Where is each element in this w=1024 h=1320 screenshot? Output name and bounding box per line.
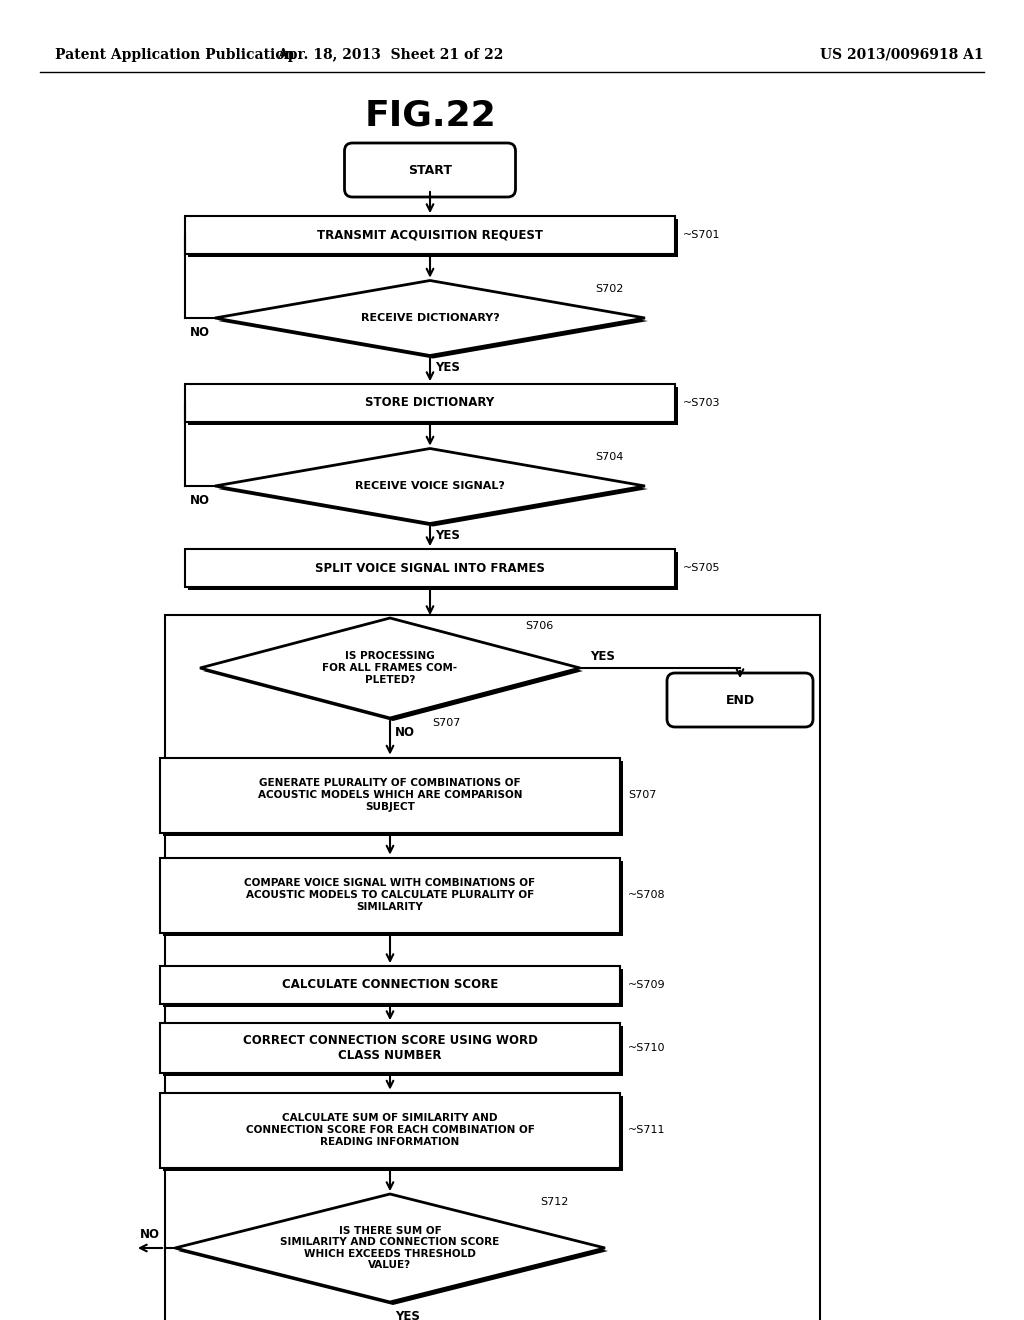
FancyBboxPatch shape bbox=[160, 858, 620, 932]
Text: S707: S707 bbox=[432, 718, 461, 729]
Text: NO: NO bbox=[190, 326, 210, 339]
Text: GENERATE PLURALITY OF COMBINATIONS OF
ACOUSTIC MODELS WHICH ARE COMPARISON
SUBJE: GENERATE PLURALITY OF COMBINATIONS OF AC… bbox=[258, 779, 522, 812]
Polygon shape bbox=[215, 449, 645, 524]
Text: S707: S707 bbox=[628, 789, 656, 800]
FancyBboxPatch shape bbox=[163, 1026, 623, 1076]
Text: START: START bbox=[408, 164, 452, 177]
FancyBboxPatch shape bbox=[344, 143, 515, 197]
Polygon shape bbox=[203, 620, 583, 721]
Text: CALCULATE SUM OF SIMILARITY AND
CONNECTION SCORE FOR EACH COMBINATION OF
READING: CALCULATE SUM OF SIMILARITY AND CONNECTI… bbox=[246, 1113, 535, 1147]
FancyBboxPatch shape bbox=[185, 549, 675, 587]
Text: NO: NO bbox=[140, 1228, 160, 1241]
Polygon shape bbox=[218, 451, 648, 527]
FancyBboxPatch shape bbox=[165, 615, 820, 1320]
FancyBboxPatch shape bbox=[188, 552, 678, 590]
Text: CALCULATE CONNECTION SCORE: CALCULATE CONNECTION SCORE bbox=[282, 978, 498, 991]
Text: FIG.22: FIG.22 bbox=[365, 98, 496, 132]
Text: ~S710: ~S710 bbox=[628, 1043, 666, 1053]
FancyBboxPatch shape bbox=[185, 384, 675, 422]
FancyBboxPatch shape bbox=[188, 219, 678, 257]
Text: IS PROCESSING
FOR ALL FRAMES COM-
PLETED?: IS PROCESSING FOR ALL FRAMES COM- PLETED… bbox=[323, 651, 458, 685]
Text: Apr. 18, 2013  Sheet 21 of 22: Apr. 18, 2013 Sheet 21 of 22 bbox=[276, 48, 503, 62]
Polygon shape bbox=[218, 284, 648, 359]
Text: ~S701: ~S701 bbox=[683, 230, 721, 240]
Text: YES: YES bbox=[435, 529, 460, 543]
Text: ~S709: ~S709 bbox=[628, 979, 666, 990]
FancyBboxPatch shape bbox=[185, 216, 675, 253]
Text: US 2013/0096918 A1: US 2013/0096918 A1 bbox=[820, 48, 984, 62]
Text: ~S703: ~S703 bbox=[683, 399, 721, 408]
Text: END: END bbox=[725, 693, 755, 706]
FancyBboxPatch shape bbox=[163, 1096, 623, 1171]
Text: STORE DICTIONARY: STORE DICTIONARY bbox=[366, 396, 495, 409]
Polygon shape bbox=[175, 1195, 605, 1302]
FancyBboxPatch shape bbox=[160, 966, 620, 1005]
FancyBboxPatch shape bbox=[163, 760, 623, 836]
FancyBboxPatch shape bbox=[188, 387, 678, 425]
Text: Patent Application Publication: Patent Application Publication bbox=[55, 48, 295, 62]
Text: ~S708: ~S708 bbox=[628, 890, 666, 900]
Polygon shape bbox=[200, 618, 580, 718]
Text: RECEIVE VOICE SIGNAL?: RECEIVE VOICE SIGNAL? bbox=[355, 480, 505, 491]
Text: S706: S706 bbox=[525, 620, 553, 631]
FancyBboxPatch shape bbox=[163, 969, 623, 1007]
Text: S704: S704 bbox=[595, 451, 624, 462]
FancyBboxPatch shape bbox=[160, 1093, 620, 1167]
Polygon shape bbox=[215, 281, 645, 355]
Text: YES: YES bbox=[590, 649, 614, 663]
Text: NO: NO bbox=[190, 495, 210, 507]
FancyBboxPatch shape bbox=[160, 758, 620, 833]
Text: TRANSMIT ACQUISITION REQUEST: TRANSMIT ACQUISITION REQUEST bbox=[317, 228, 543, 242]
Text: ~S705: ~S705 bbox=[683, 564, 721, 573]
Text: S712: S712 bbox=[540, 1197, 568, 1206]
Text: RECEIVE DICTIONARY?: RECEIVE DICTIONARY? bbox=[360, 313, 500, 323]
Text: SPLIT VOICE SIGNAL INTO FRAMES: SPLIT VOICE SIGNAL INTO FRAMES bbox=[315, 561, 545, 574]
Polygon shape bbox=[178, 1197, 608, 1305]
Text: ~S711: ~S711 bbox=[628, 1125, 666, 1135]
Text: YES: YES bbox=[395, 1309, 420, 1320]
FancyBboxPatch shape bbox=[667, 673, 813, 727]
Text: IS THERE SUM OF
SIMILARITY AND CONNECTION SCORE
WHICH EXCEEDS THRESHOLD
VALUE?: IS THERE SUM OF SIMILARITY AND CONNECTIO… bbox=[281, 1225, 500, 1270]
FancyBboxPatch shape bbox=[160, 1023, 620, 1073]
FancyBboxPatch shape bbox=[163, 861, 623, 936]
Text: S702: S702 bbox=[595, 284, 624, 293]
Text: COMPARE VOICE SIGNAL WITH COMBINATIONS OF
ACOUSTIC MODELS TO CALCULATE PLURALITY: COMPARE VOICE SIGNAL WITH COMBINATIONS O… bbox=[245, 878, 536, 912]
Text: CORRECT CONNECTION SCORE USING WORD
CLASS NUMBER: CORRECT CONNECTION SCORE USING WORD CLAS… bbox=[243, 1034, 538, 1063]
Text: YES: YES bbox=[435, 360, 460, 374]
Text: NO: NO bbox=[395, 726, 415, 738]
